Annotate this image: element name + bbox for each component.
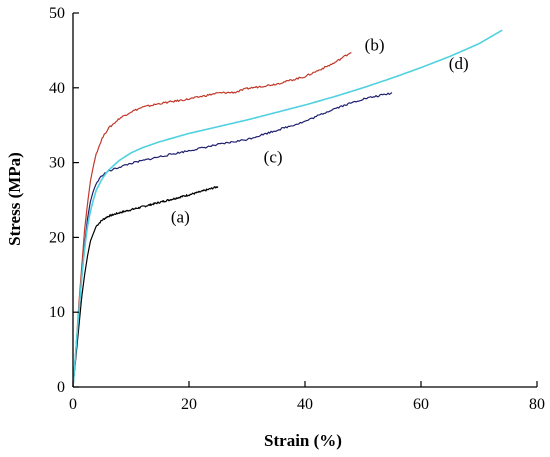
x-tick-label: 0: [69, 396, 77, 413]
series-line-a: [72, 186, 219, 388]
y-tick-label: 50: [49, 5, 65, 22]
y-tick-label: 20: [49, 229, 65, 246]
series-annotation: (a): [171, 207, 190, 226]
series-line-d: [72, 29, 503, 388]
axes-layer: 0 20 40 60 80 0 10 20 30 40 50: [49, 5, 545, 413]
series-annotation: (b): [365, 35, 385, 54]
annotation-layer: (a) (b) (c) (d): [171, 35, 469, 226]
y-axis-title: Stress (MPa): [5, 152, 24, 246]
series-line-c: [72, 92, 393, 388]
series-annotation: (c): [264, 148, 283, 167]
x-axis-title: Strain (%): [264, 431, 342, 450]
y-tick-label: 10: [49, 304, 65, 321]
series-annotation: (d): [449, 54, 469, 73]
y-tick-label: 40: [49, 80, 65, 97]
series-line-b: [72, 51, 352, 388]
x-tick-label: 20: [181, 396, 197, 413]
y-tick-label: 0: [57, 379, 65, 396]
x-tick-label: 60: [413, 396, 429, 413]
y-tick-label: 30: [49, 155, 65, 172]
x-tick-label: 40: [297, 396, 313, 413]
x-tick-label: 80: [529, 396, 545, 413]
series-layer: [72, 29, 503, 388]
